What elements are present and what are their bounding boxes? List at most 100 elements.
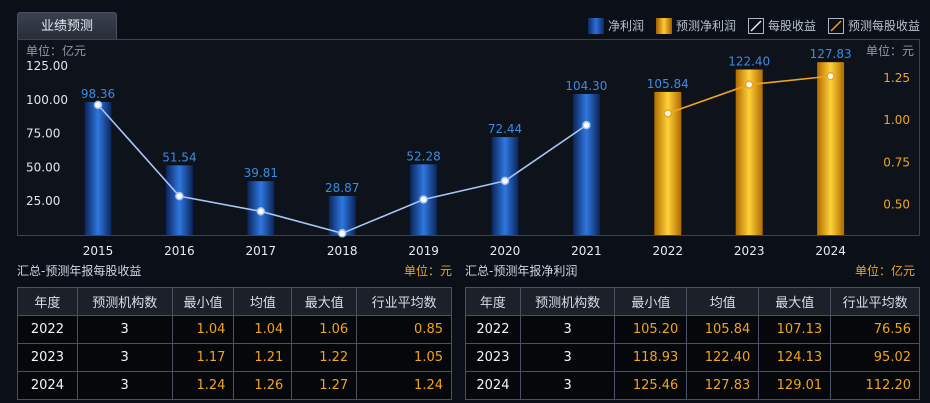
table-cell: 3 xyxy=(76,343,173,372)
table-cell: 76.56 xyxy=(830,315,920,344)
table-cell: 105.84 xyxy=(686,315,760,344)
bar-value-label: 98.36 xyxy=(81,87,115,101)
right-axis-unit: 单位：元 xyxy=(866,43,914,58)
legend-item-forecast-net-profit[interactable]: 预测净利润 xyxy=(655,17,736,34)
line-point xyxy=(582,120,591,130)
table-cell: 1.24 xyxy=(171,371,235,400)
table-cell: 3 xyxy=(519,343,616,372)
x-tick-label: 2017 xyxy=(246,244,277,258)
column-header: 最小值 xyxy=(614,287,688,316)
line-point xyxy=(175,191,184,201)
legend-item-net-profit[interactable]: 净利润 xyxy=(587,17,644,34)
column-header: 均值 xyxy=(686,287,760,316)
column-header: 最小值 xyxy=(171,287,235,316)
table-row: 2023 3 118.93 122.40 124.13 95.02 xyxy=(465,343,920,372)
left-tick-label: 50.00 xyxy=(26,160,60,174)
left-tick-label: 100.00 xyxy=(26,93,68,107)
line-point xyxy=(500,176,510,186)
x-tick-label: 2018 xyxy=(327,244,358,258)
bar-2018 xyxy=(328,195,356,235)
table-cell: 3 xyxy=(76,315,173,344)
table-cell: 1.17 xyxy=(171,343,235,372)
table-cell: 1.06 xyxy=(291,315,358,344)
left-axis-unit: 单位：亿元 xyxy=(26,43,86,58)
bar-value-label: 51.54 xyxy=(162,150,196,164)
legend-label: 每股收益 xyxy=(767,19,816,33)
table-cell: 2023 xyxy=(17,343,78,372)
x-tick-label: 2024 xyxy=(815,244,846,258)
legend-item-forecast-eps[interactable]: 预测每股收益 xyxy=(827,17,920,34)
bar-2015 xyxy=(84,102,112,236)
table-row: 2022 3 105.20 105.84 107.13 76.56 xyxy=(465,315,920,344)
column-header: 预测机构数 xyxy=(519,287,616,316)
right-tick-label: 1.00 xyxy=(883,113,910,127)
table-cell: 3 xyxy=(76,371,173,400)
bar-value-label: 28.87 xyxy=(325,181,359,195)
table-cell: 95.02 xyxy=(830,343,920,372)
tab-performance-forecast[interactable]: 业绩预测 xyxy=(17,12,117,40)
left-tick-label: 125.00 xyxy=(26,59,68,73)
x-tick-label: 2023 xyxy=(734,244,765,258)
table-row: 2023 3 1.17 1.21 1.22 1.05 xyxy=(17,343,452,372)
bar-value-label: 105.84 xyxy=(647,77,689,91)
table-cell: 1.26 xyxy=(233,371,293,400)
table-cell: 1.21 xyxy=(233,343,293,372)
eps-table-unit: 单位：元 xyxy=(404,264,453,278)
column-header: 预测机构数 xyxy=(76,287,173,316)
column-header: 行业平均数 xyxy=(356,287,452,316)
table-cell: 3 xyxy=(519,371,616,400)
table-cell: 118.93 xyxy=(614,343,688,372)
column-header: 年度 xyxy=(17,287,78,316)
table-cell: 1.04 xyxy=(233,315,293,344)
bar-value-label: 127.83 xyxy=(810,47,852,61)
x-tick-label: 2016 xyxy=(164,244,195,258)
table-cell: 1.24 xyxy=(356,371,452,400)
legend-label: 预测每股收益 xyxy=(847,19,920,33)
x-tick-label: 2021 xyxy=(571,244,602,258)
table-row: 2022 3 1.04 1.04 1.06 0.85 xyxy=(17,315,452,344)
table-cell: 124.13 xyxy=(758,343,832,372)
bar-2020 xyxy=(491,137,519,235)
line-point xyxy=(337,229,347,238)
bar-value-label: 39.81 xyxy=(244,166,278,180)
table-cell: 127.83 xyxy=(686,371,760,400)
orange-line-swatch-icon xyxy=(827,17,844,34)
table-row: 2024 3 125.46 127.83 129.01 112.20 xyxy=(465,371,920,400)
gold-bar-swatch-icon xyxy=(655,17,672,34)
profit-table-title: 汇总-预测年报净利润 xyxy=(465,264,578,278)
right-tick-label: 0.75 xyxy=(883,155,910,169)
eps-table-title: 汇总-预测年报每股收益 xyxy=(17,264,142,278)
column-header: 均值 xyxy=(233,287,293,316)
bar-2023 xyxy=(735,69,763,235)
eps-forecast-table: 年度 预测机构数 最小值 均值 最大值 行业平均数 2022 3 1.04 1.04 1.06 0.… xyxy=(17,287,452,400)
legend-label: 净利润 xyxy=(607,19,644,33)
table-cell: 1.05 xyxy=(356,343,452,372)
table-cell: 2022 xyxy=(465,315,521,344)
table-cell: 1.04 xyxy=(171,315,235,344)
right-tick-label: 0.50 xyxy=(883,198,910,212)
legend-label: 预测净利润 xyxy=(675,19,736,33)
line-point xyxy=(419,195,428,204)
table-cell: 107.13 xyxy=(758,315,832,344)
chart-legend: 净利润 预测净利润 每股收益 预测每股收益 xyxy=(587,17,920,34)
table-header-row: 年度 预测机构数 最小值 均值 最大值 行业平均数 xyxy=(17,287,452,316)
blue-bar-swatch-icon xyxy=(587,17,604,34)
table-row: 2024 3 1.24 1.26 1.27 1.24 xyxy=(17,371,452,400)
white-line-swatch-icon xyxy=(747,17,764,34)
column-header: 最大值 xyxy=(758,287,832,316)
line-point xyxy=(663,109,673,118)
legend-item-eps[interactable]: 每股收益 xyxy=(747,17,816,34)
table-cell: 2024 xyxy=(465,371,521,400)
table-cell: 0.85 xyxy=(356,315,452,344)
table-cell: 122.40 xyxy=(686,343,760,372)
right-tick-label: 1.25 xyxy=(883,71,910,85)
table-cell: 1.22 xyxy=(291,343,358,372)
table-cell: 1.27 xyxy=(291,371,358,400)
table-cell: 2024 xyxy=(17,371,78,400)
bar-value-label: 104.30 xyxy=(565,79,607,93)
x-tick-label: 2022 xyxy=(653,244,684,258)
bar-value-label: 122.40 xyxy=(728,55,770,69)
column-header: 最大值 xyxy=(291,287,358,316)
table-cell: 3 xyxy=(519,315,616,344)
left-tick-label: 25.00 xyxy=(26,194,60,208)
